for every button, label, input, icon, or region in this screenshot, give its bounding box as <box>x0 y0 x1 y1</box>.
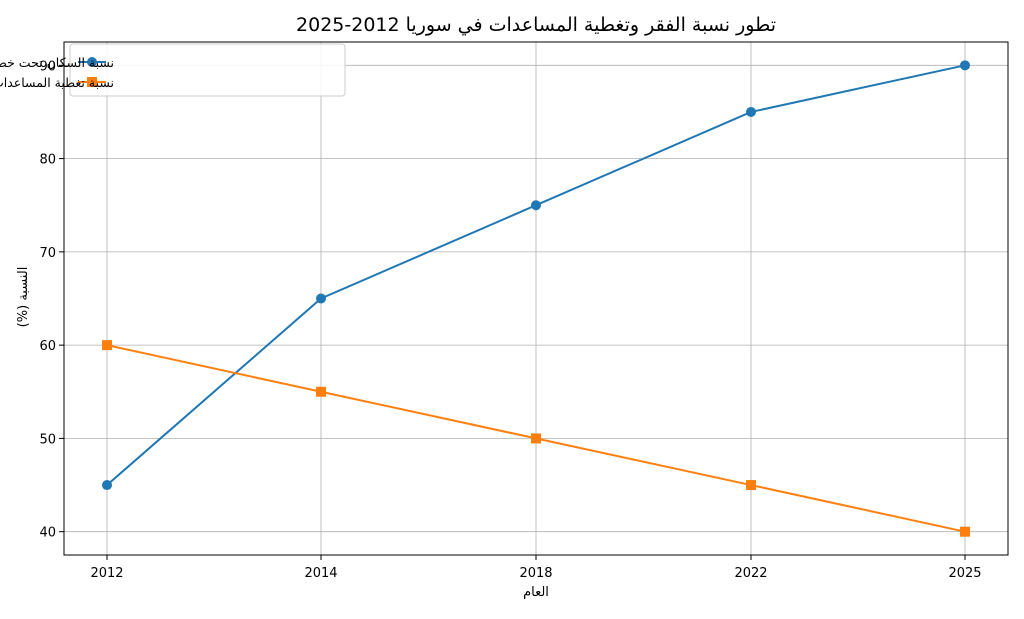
y-tick-label: 40 <box>39 526 56 541</box>
legend-box <box>69 43 346 97</box>
x-tick-label: 2025 <box>948 566 981 581</box>
x-tick-label: 2018 <box>519 566 552 581</box>
y-axis-label: النسبة (%) <box>16 267 31 328</box>
data-point <box>960 60 970 71</box>
y-tick-label: 70 <box>39 246 56 261</box>
legend-entries: نسبة السكان تحت خط الفقر (%) نسبة تغطية ا… <box>0 55 114 90</box>
axes-layer: 2012 2014 2018 2022 2025 40 50 60 70 80 90 <box>39 41 1009 581</box>
data-point <box>960 526 970 537</box>
x-tick-label: 2012 <box>90 566 123 581</box>
legend-marker <box>87 57 97 67</box>
x-axis-label: العام <box>523 585 549 600</box>
legend-entry-1: نسبة السكان تحت خط الفقر (%) <box>0 55 114 71</box>
chart-title: تطور نسبة الفقر وتغطية المساعدات في سوري… <box>296 14 776 36</box>
data-point <box>102 480 112 491</box>
data-point <box>746 106 756 117</box>
x-tick-label: 2014 <box>304 566 337 581</box>
legend-label: نسبة تغطية المساعدات الإنسانية (%) <box>0 75 114 90</box>
data-point <box>746 480 756 491</box>
data-point <box>316 386 326 397</box>
data-point <box>531 433 541 444</box>
series-layer <box>102 60 970 537</box>
plot-frame <box>63 41 1009 556</box>
data-point <box>102 340 112 351</box>
data-point <box>316 293 326 304</box>
legend-marker <box>87 77 97 87</box>
legend: نسبة السكان تحت خط الفقر (%) نسبة تغطية ا… <box>0 43 346 97</box>
series-2 <box>102 340 970 537</box>
data-point <box>531 200 541 211</box>
y-tick-label: 80 <box>39 153 56 168</box>
y-tick-label: 50 <box>39 432 56 447</box>
legend-label: نسبة السكان تحت خط الفقر (%) <box>0 55 114 71</box>
y-tick-label: 60 <box>39 339 56 354</box>
x-tick-label: 2022 <box>734 566 767 581</box>
grid-layer <box>64 42 1008 555</box>
legend-entry-2: نسبة تغطية المساعدات الإنسانية (%) <box>0 75 114 90</box>
y-tick-label: 90 <box>39 59 56 74</box>
series-1 <box>102 60 970 491</box>
